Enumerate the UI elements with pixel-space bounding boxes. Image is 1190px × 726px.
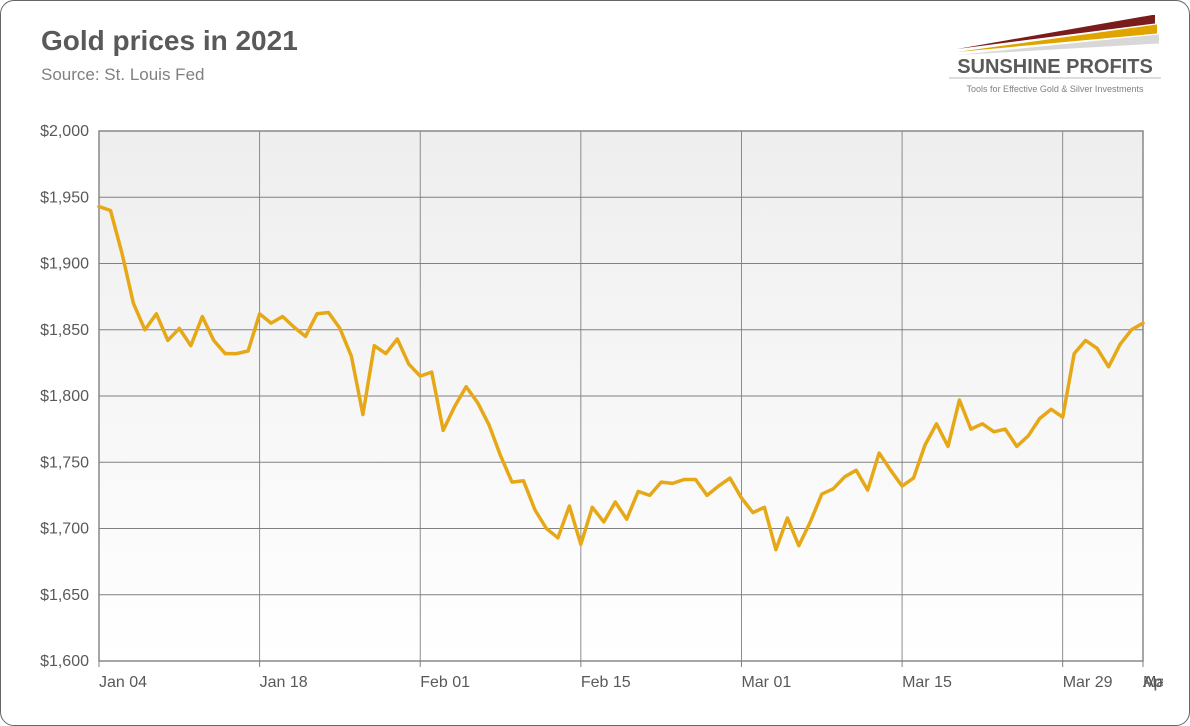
y-tick-label: $1,850 — [40, 322, 89, 339]
line-chart: $1,600 $1,650 $1,700 $1,750 $1,800 $1,850 $1,9… — [31, 121, 1163, 701]
chart-card: Gold prices in 2021 Source: St. Louis Fe… — [0, 0, 1190, 726]
y-tick-label: $1,600 — [40, 653, 89, 670]
y-tick-label: $1,750 — [40, 454, 89, 471]
y-tick-label: $1,900 — [40, 256, 89, 273]
x-tick-label: Mar 29 — [1063, 674, 1113, 691]
brand-logo: SUNSHINE PROFITS Tools for Effective Gol… — [945, 15, 1165, 105]
brand-logo-svg: SUNSHINE PROFITS Tools for Effective Gol… — [945, 15, 1165, 105]
x-tick-label: Jan 04 — [99, 674, 147, 691]
x-tick-label: Mar 15 — [902, 674, 952, 691]
chart-header: Gold prices in 2021 Source: St. Louis Fe… — [41, 25, 298, 85]
x-tick-label: May 10 — [1143, 674, 1163, 691]
y-tick-label: $1,650 — [40, 587, 89, 604]
svg-text:SUNSHINE PROFITS: SUNSHINE PROFITS — [957, 56, 1153, 78]
y-tick-label: $1,700 — [40, 521, 89, 538]
chart-title: Gold prices in 2021 — [41, 25, 298, 57]
x-tick-label: Feb 15 — [581, 674, 631, 691]
x-tick-label: Mar 01 — [741, 674, 791, 691]
chart-source: Source: St. Louis Fed — [41, 65, 298, 85]
y-tick-label: $1,800 — [40, 388, 89, 405]
chart-area: $1,600 $1,650 $1,700 $1,750 $1,800 $1,850 $1,9… — [31, 121, 1163, 701]
x-tick-label: Jan 18 — [260, 674, 308, 691]
x-tick-label: Feb 01 — [420, 674, 470, 691]
svg-text:Tools for Effective Gold & Sil: Tools for Effective Gold & Silver Invest… — [967, 84, 1144, 94]
y-tick-label: $2,000 — [40, 123, 89, 140]
y-tick-label: $1,950 — [40, 189, 89, 206]
